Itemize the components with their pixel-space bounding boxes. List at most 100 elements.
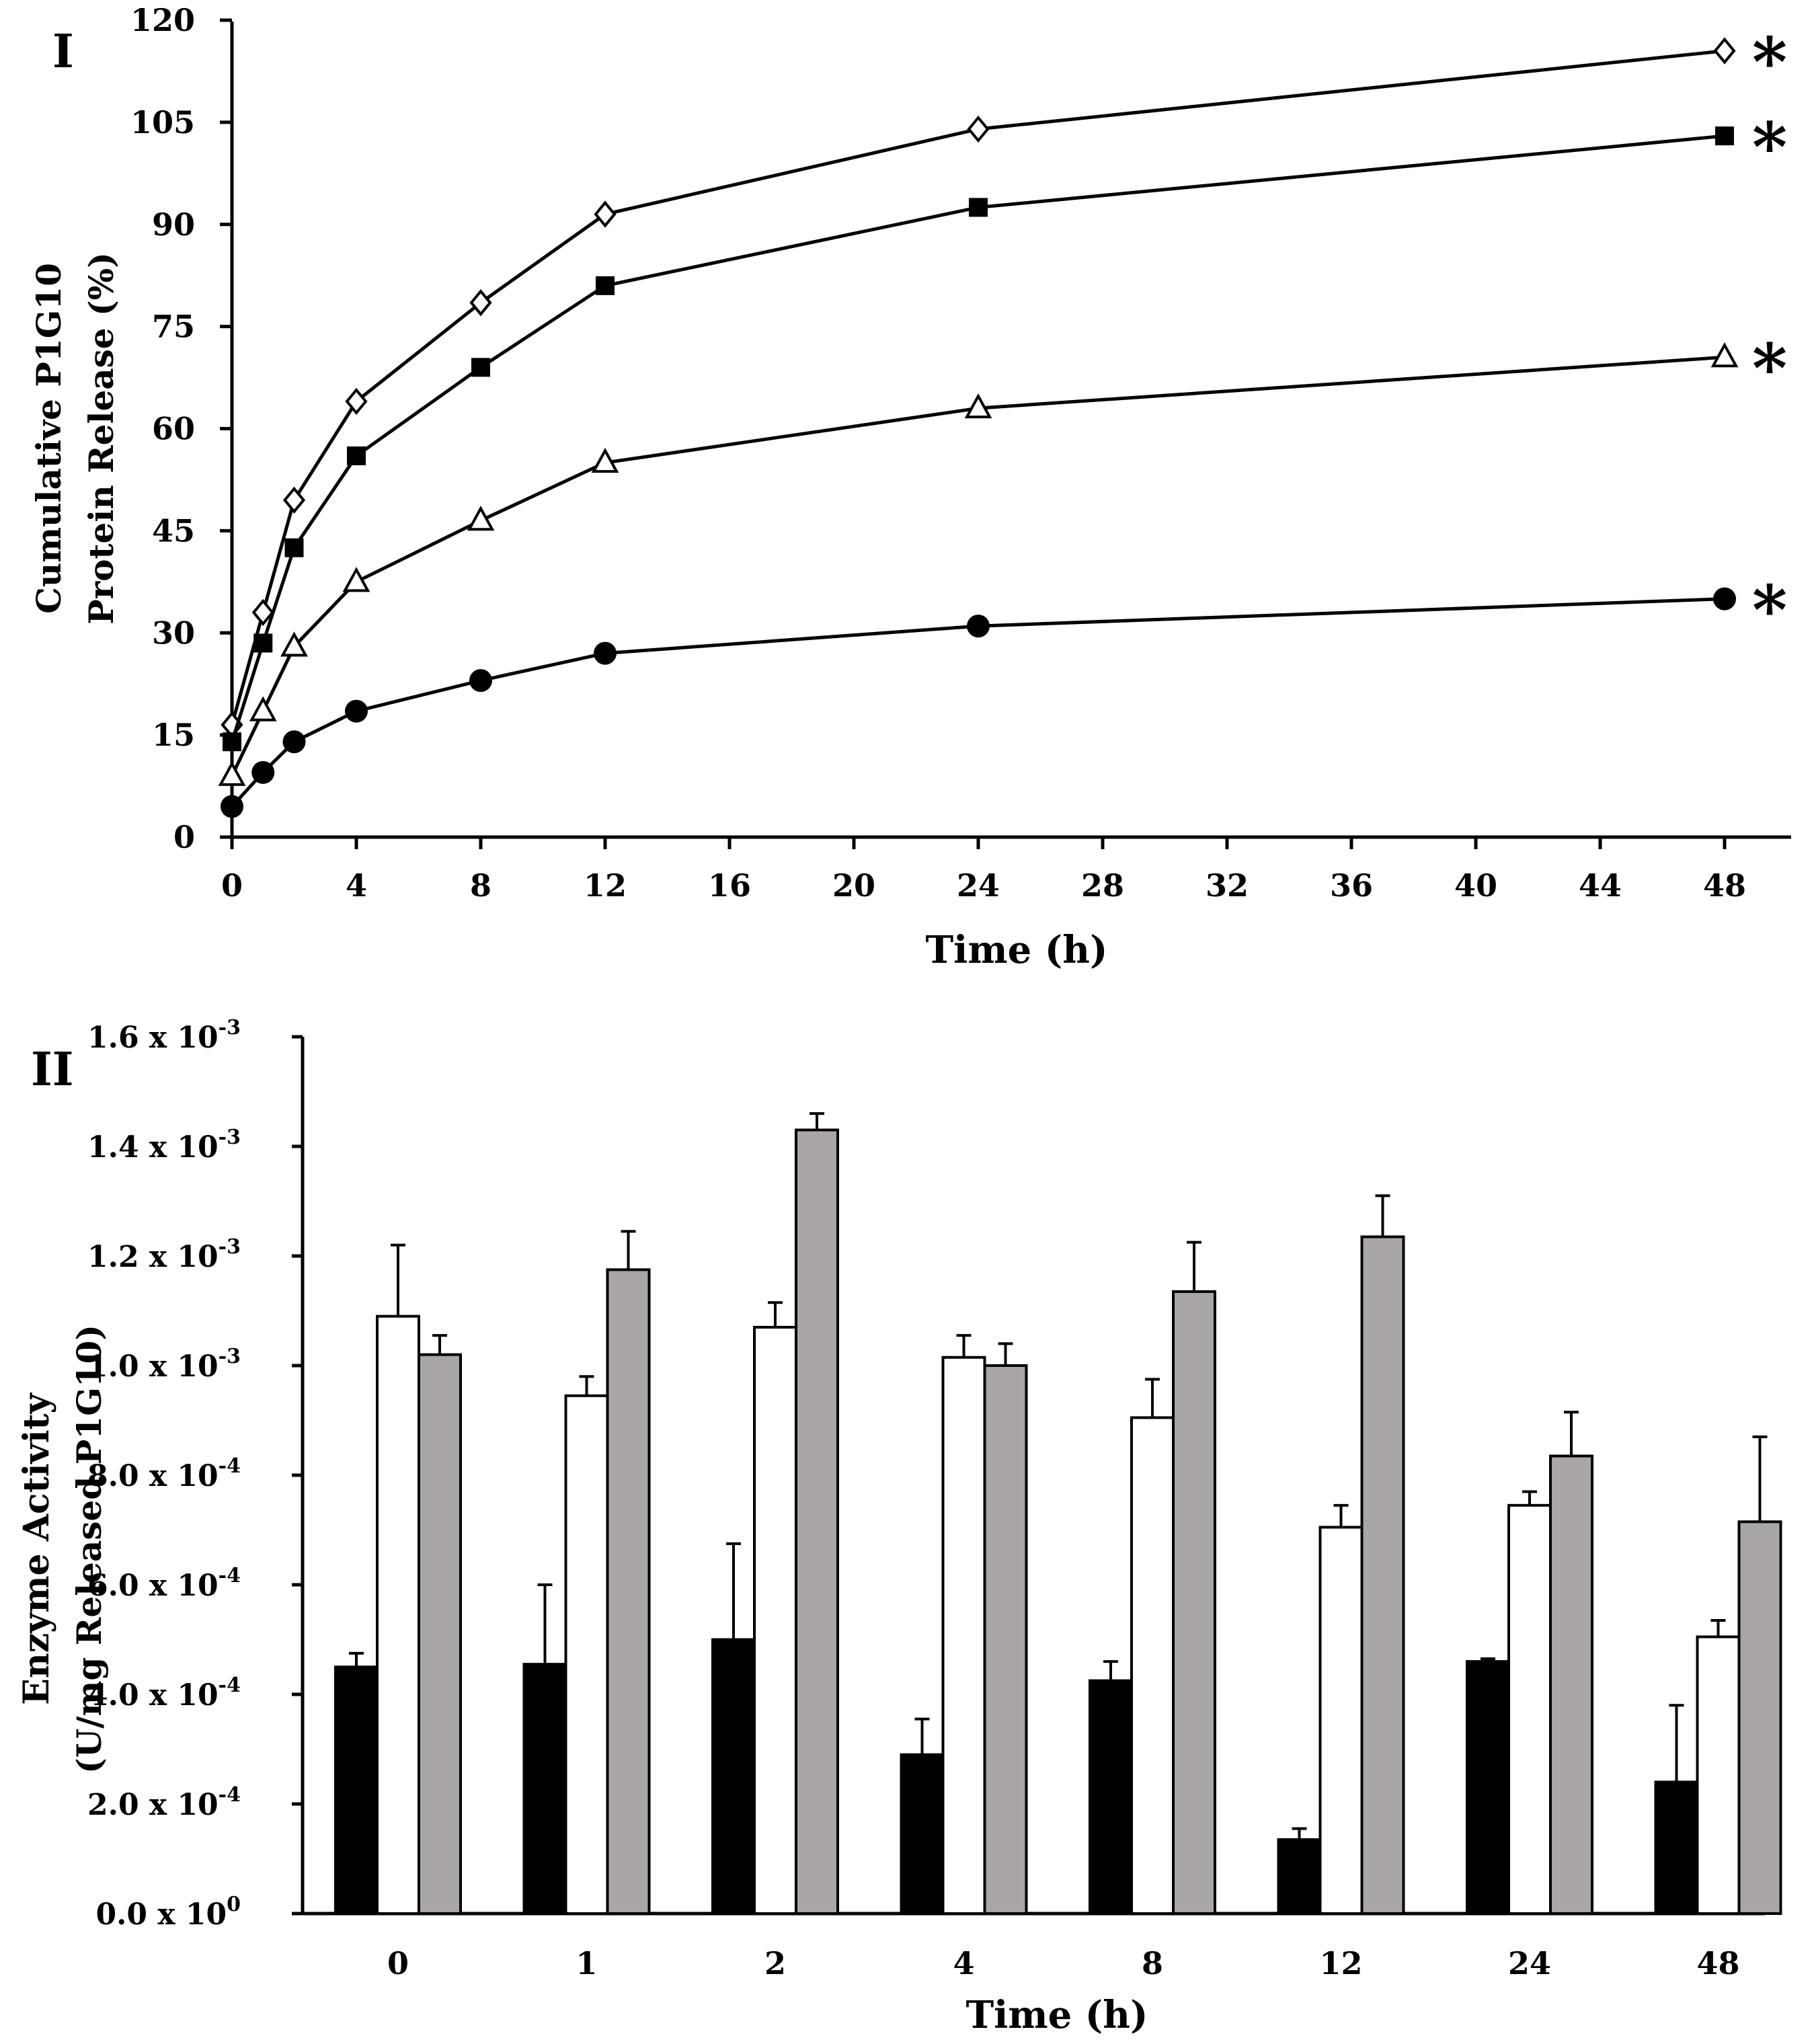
- panel-2-bar-white: [941, 1355, 986, 1915]
- panel-1-data-point: [282, 730, 306, 754]
- panel-1-y-tick-label: 75: [152, 309, 195, 345]
- panel-1-x-tick-label: 44: [1579, 867, 1622, 904]
- panel-2-y-tick-label: 8.0 x 10-4​: [87, 1454, 241, 1493]
- panel-2-y-tick-exponent: -4: [219, 1674, 241, 1697]
- panel-1-x-tick-label: 0: [221, 867, 243, 904]
- panel-1-x-tick-label: 40: [1454, 867, 1497, 904]
- panel-2-y-tick-exponent: -4: [219, 1783, 241, 1807]
- panel-2-bar-black: [1654, 1780, 1699, 1915]
- panel-1-data-point: [591, 447, 619, 473]
- panel-1-data-point: [471, 358, 490, 377]
- panel-2-x-ticks: 0 1 2 4 8 12 24 48: [387, 1945, 1740, 1981]
- panel-2-bar-group-0: [334, 1243, 462, 1915]
- panel-1-y-tick-label: 0: [173, 819, 195, 855]
- panel-2-bar-white: [1696, 1635, 1741, 1916]
- panel-1-data-point: [467, 506, 495, 531]
- panel-1-data-point: [221, 795, 243, 818]
- panel-2-y-tick-mantissa: 1.6 x 10: [87, 1021, 219, 1055]
- panel-2-bars: [334, 1112, 1782, 1916]
- panel-1-y-tick-label: 45: [152, 512, 195, 549]
- panel-2-bar-black: [900, 1753, 945, 1915]
- panel-2-bar-black: [711, 1638, 756, 1915]
- panel-2-bar-white: [753, 1325, 797, 1915]
- panel-2-bar-white: [1130, 1416, 1175, 1916]
- panel-2-y-tick-mantissa: 1.0 x 10: [87, 1349, 219, 1384]
- panel-1-x-tick-label: 48: [1703, 867, 1746, 904]
- panel-2-bar-group-12: [1277, 1194, 1405, 1916]
- panel-2-bar-group-48: [1654, 1435, 1782, 1916]
- panel-2-ylabel-line-1: Enzyme Activity: [16, 1392, 57, 1705]
- panel-2-y-tick-mantissa: 2.0 x 10: [87, 1788, 219, 1822]
- panel-2-bar-white: [564, 1394, 609, 1915]
- panel-2-y-tick-label: 1.6 x 10-3​: [87, 1016, 241, 1055]
- panel-1-y-tick-label: 120: [130, 2, 195, 38]
- panel-1-data-point: [345, 699, 368, 723]
- panel-2-bar-group-1: [522, 1230, 651, 1916]
- panel-2-y-tick-label: 0.0 x 100​: [95, 1893, 241, 1932]
- panel-2-y-tick-label: 1.4 x 10-3​: [87, 1126, 241, 1165]
- panel-1-data-point: [342, 567, 370, 592]
- panel-1-y-tick-label: 15: [152, 717, 195, 753]
- panel-1-ylabel-line-2: Protein Release (%): [81, 252, 121, 625]
- panel-1-data-point: [282, 486, 306, 514]
- panel-1-x-tick-label: 28: [1081, 867, 1124, 904]
- panel-2-bar-group-8: [1089, 1241, 1216, 1916]
- panel-1-data-point: [594, 200, 617, 228]
- panel-2-bar-gray: [606, 1268, 651, 1915]
- panel-1-line-chart: I Cumulative P1G10 Protein Release (%) 0…: [29, 2, 1791, 972]
- panel-2-bar-black: [1277, 1838, 1322, 1916]
- panel-1-data-point: [469, 669, 492, 693]
- panel-2-y-tick-label: 4.0 x 10-4​: [87, 1674, 241, 1713]
- panel-1-data-point: [967, 115, 990, 143]
- panel-2-bar-chart: II Enzyme Activity (U/mg Released P1G10)…: [16, 1016, 1782, 2037]
- panel-1-x-tick-label: 8: [470, 867, 491, 904]
- panel-label-1: I: [52, 25, 74, 79]
- panel-1-significance-asterisk: *: [1752, 108, 1787, 187]
- panel-1-series-open-diamond: *: [221, 23, 1787, 739]
- panel-2-y-tick-mantissa: 1.4 x 10: [87, 1130, 219, 1165]
- panel-2-bar-gray: [795, 1128, 839, 1915]
- panel-1-data-point: [223, 732, 241, 752]
- panel-2-bar-gray: [1737, 1520, 1782, 1915]
- panel-1-y-tick-label: 30: [152, 615, 195, 651]
- panel-2-y-tick-exponent: -3: [219, 1235, 241, 1259]
- panel-1-x-tick-label: 36: [1330, 867, 1373, 904]
- panel-2-bar-gray: [1172, 1290, 1216, 1915]
- panel-1-series: ****: [218, 23, 1787, 818]
- panel-label-2: II: [31, 1043, 74, 1097]
- panel-1-data-point: [1715, 126, 1734, 146]
- panel-1-data-point: [1713, 37, 1736, 65]
- panel-1-data-point: [967, 615, 990, 638]
- panel-2-y-tick-label: 1.2 x 10-3​: [87, 1235, 241, 1274]
- panel-2-bar-black: [1089, 1679, 1133, 1915]
- panel-1-y-tick-label: 90: [152, 206, 195, 243]
- panel-1-x-tick-label: 4: [346, 867, 367, 904]
- panel-1-data-point: [284, 538, 304, 557]
- panel-1-data-point: [969, 198, 988, 217]
- panel-2-bar-gray: [418, 1353, 462, 1915]
- panel-2-y-tick-exponent: -3: [219, 1016, 241, 1039]
- panel-2-x-tick-label: 4: [953, 1945, 974, 1981]
- panel-2-bar-white: [1318, 1526, 1364, 1916]
- panel-1-data-point: [469, 289, 492, 317]
- panel-1-series-filled-square: *: [223, 108, 1787, 752]
- panel-1-data-point: [280, 631, 308, 657]
- panel-1-x-tick-label: 12: [584, 867, 627, 904]
- panel-2-y-tick-label: 1.0 x 10-3​: [87, 1345, 241, 1384]
- panel-1-series-line: [230, 355, 1725, 777]
- panel-1-x-ticks: 0 4 8 12 16 20 24 28 32 36 40 44 48: [221, 837, 1746, 904]
- panel-2-y-tick-exponent: -4: [219, 1564, 241, 1587]
- panel-2-bar-black: [522, 1663, 567, 1916]
- panel-2-x-tick-label: 24: [1508, 1945, 1551, 1981]
- panel-1-data-point: [1710, 342, 1739, 368]
- panel-2-y-tick-exponent: -3: [219, 1126, 241, 1149]
- panel-2-y-tick-mantissa: 0.0 x 10: [95, 1897, 227, 1932]
- panel-1-data-point: [345, 387, 368, 416]
- panel-1-data-point: [251, 598, 274, 627]
- panel-2-y-tick-mantissa: 8.0 x 10: [87, 1459, 219, 1493]
- panel-2-bar-group-2: [711, 1112, 839, 1915]
- panel-2-ylabel-line-2: (U/mg Released P1G10): [69, 1325, 109, 1774]
- panel-1-x-tick-label: 20: [832, 867, 875, 904]
- panel-1-data-point: [253, 633, 273, 653]
